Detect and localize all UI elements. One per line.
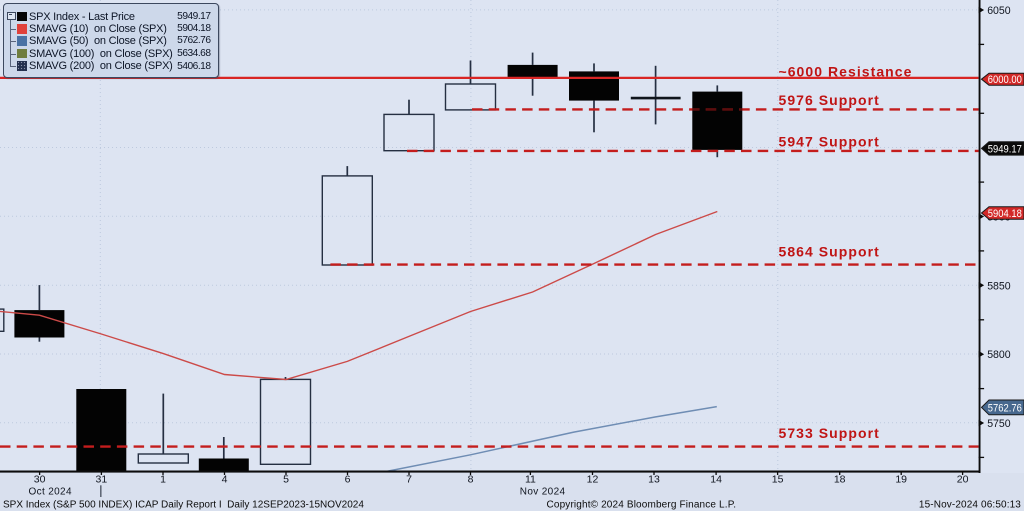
svg-text:Nov 2024: Nov 2024: [520, 487, 566, 498]
svg-text:1: 1: [160, 474, 166, 486]
svg-text:5976 Support: 5976 Support: [779, 92, 880, 108]
svg-text:6000.00: 6000.00: [988, 74, 1022, 86]
svg-text:7: 7: [406, 474, 412, 486]
svg-text:19: 19: [895, 474, 907, 486]
svg-text:13: 13: [648, 474, 660, 486]
svg-text:31: 31: [96, 474, 108, 486]
svg-text:5850: 5850: [987, 280, 1011, 292]
svg-text:5800: 5800: [987, 349, 1011, 361]
svg-text:5750: 5750: [987, 418, 1011, 430]
svg-text:30: 30: [34, 474, 46, 486]
svg-text:5864 Support: 5864 Support: [779, 244, 880, 260]
svg-text:15: 15: [772, 474, 784, 486]
svg-text:5762.76: 5762.76: [988, 402, 1022, 414]
svg-text:5: 5: [283, 474, 289, 486]
svg-text:Copyright© 2024 Bloomberg Fina: Copyright© 2024 Bloomberg Finance L.P.: [547, 500, 737, 511]
svg-text:5949.17: 5949.17: [988, 143, 1022, 155]
svg-text:SPX Index (S&P 500 INDEX) ICAP: SPX Index (S&P 500 INDEX) ICAP Daily Rep…: [3, 500, 364, 511]
svg-text:Oct 2024: Oct 2024: [29, 487, 72, 498]
svg-text:5947 Support: 5947 Support: [779, 133, 880, 149]
svg-text:11: 11: [525, 474, 536, 486]
svg-text:12: 12: [587, 474, 599, 486]
svg-text:18: 18: [834, 474, 846, 486]
svg-text:20: 20: [957, 474, 969, 486]
svg-text:5733 Support: 5733 Support: [779, 425, 880, 441]
svg-text:4: 4: [222, 474, 228, 486]
svg-text:15-Nov-2024 06:50:13: 15-Nov-2024 06:50:13: [919, 500, 1021, 511]
svg-text:6: 6: [345, 474, 351, 486]
svg-text:14: 14: [710, 474, 722, 486]
svg-text:~6000 Resistance: ~6000 Resistance: [779, 63, 913, 79]
svg-text:5904.18: 5904.18: [988, 208, 1022, 220]
svg-text:8: 8: [468, 474, 474, 486]
svg-text:6050: 6050: [987, 5, 1011, 17]
